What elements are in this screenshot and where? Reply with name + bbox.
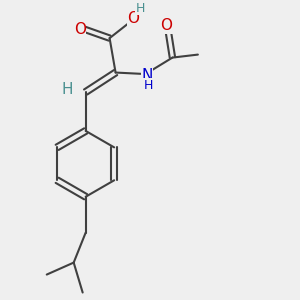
Text: N: N [141,68,153,83]
Text: H: H [135,2,145,15]
Text: H: H [144,79,153,92]
Text: O: O [160,18,172,33]
Text: O: O [128,11,140,26]
Text: O: O [74,22,86,37]
Text: H: H [62,82,74,97]
